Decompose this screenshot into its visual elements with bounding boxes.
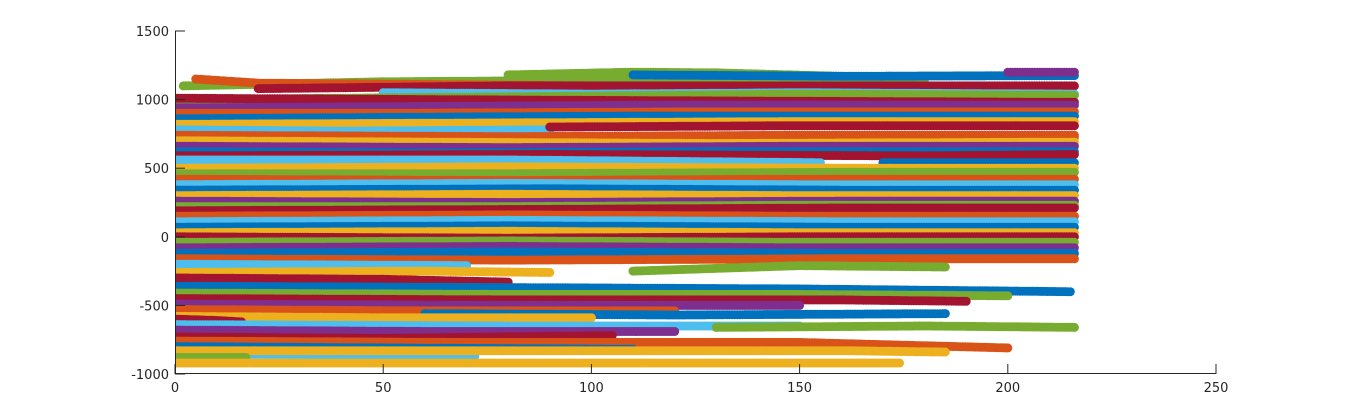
series-5 — [1003, 67, 1079, 77]
series-layer — [175, 67, 1079, 368]
series-3 — [253, 81, 1079, 94]
series-4 — [628, 70, 1079, 81]
data-point — [1069, 121, 1079, 131]
plot-area — [175, 67, 1079, 368]
series-14 — [545, 121, 1079, 132]
data-point — [1069, 81, 1079, 91]
data-point — [1069, 67, 1079, 77]
